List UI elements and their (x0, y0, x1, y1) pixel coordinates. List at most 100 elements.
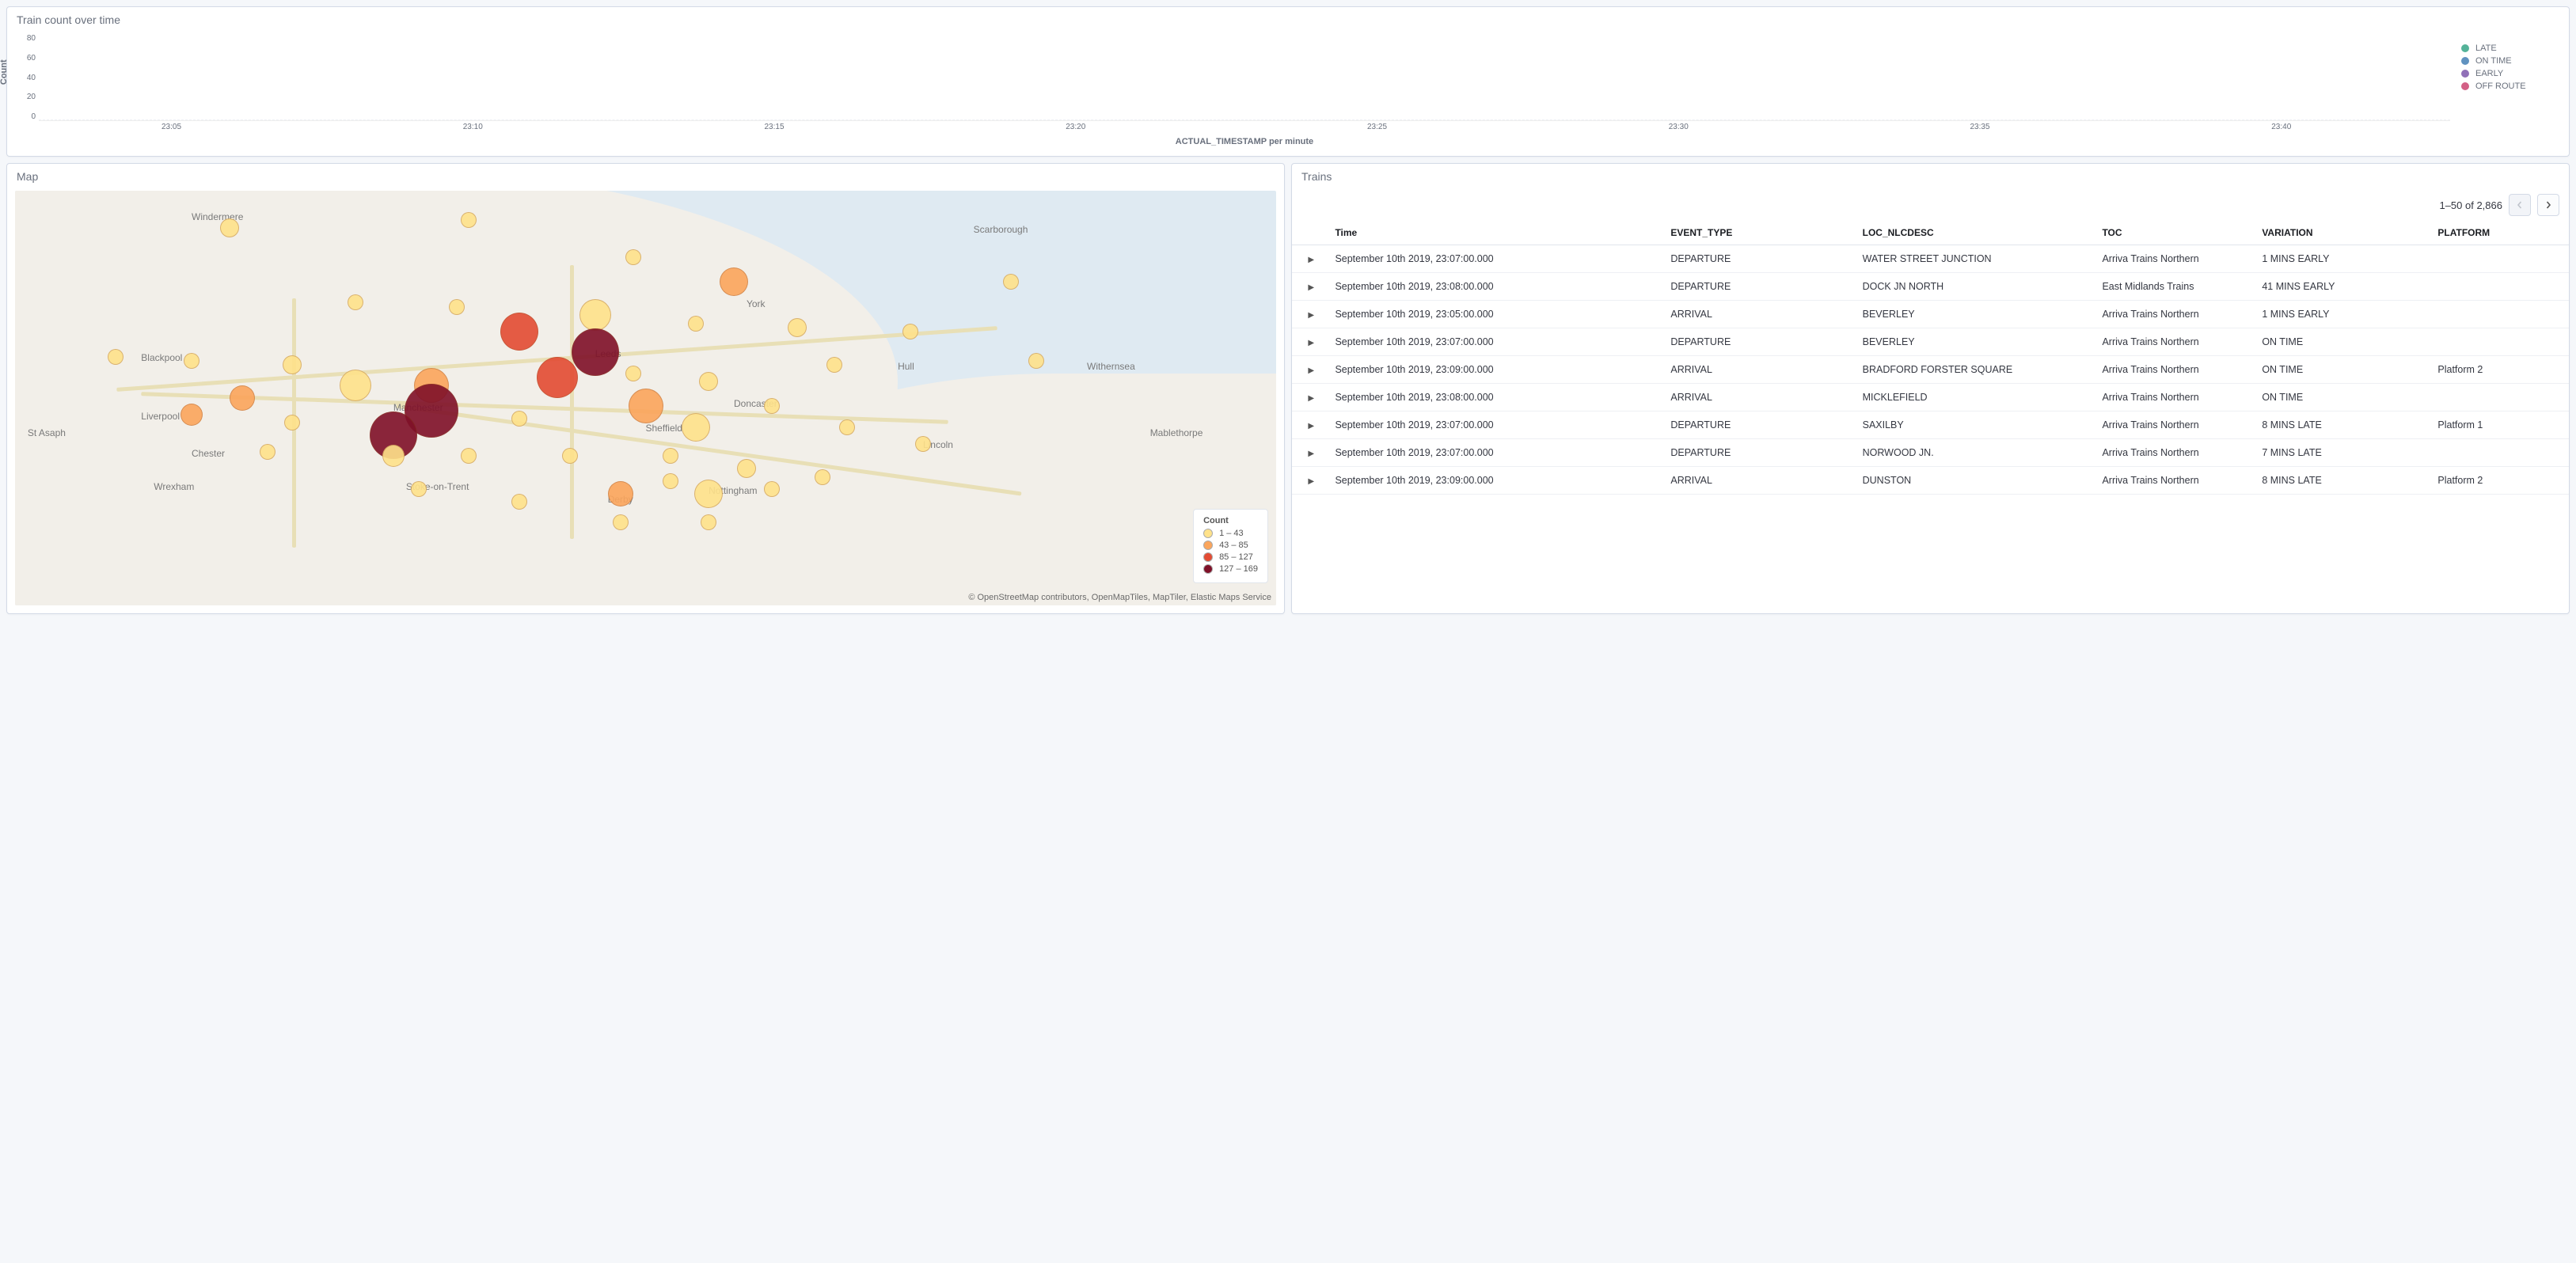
expand-row-button[interactable]: ▶ (1292, 328, 1330, 356)
map-bubble[interactable] (283, 355, 302, 374)
map-bubble[interactable] (688, 316, 704, 332)
table-row[interactable]: ▶September 10th 2019, 23:05:00.000ARRIVA… (1292, 301, 2569, 328)
map-bubble[interactable] (348, 294, 363, 310)
map-bubble[interactable] (184, 353, 199, 369)
map-bubble[interactable] (764, 481, 780, 497)
map-bubble[interactable] (682, 413, 710, 442)
y-tick: 80 (27, 34, 36, 43)
map-bubble[interactable] (1028, 353, 1044, 369)
map-bubble[interactable] (613, 514, 629, 530)
map-bubble[interactable] (284, 415, 300, 430)
map-bubble[interactable] (230, 385, 255, 411)
legend-item[interactable]: LATE (2461, 44, 2561, 53)
map-bubble[interactable] (663, 473, 678, 489)
legend-item[interactable]: EARLY (2461, 69, 2561, 78)
expand-row-button[interactable]: ▶ (1292, 245, 1330, 273)
caret-right-icon: ▶ (1308, 449, 1314, 458)
map-bubble[interactable] (260, 444, 275, 460)
map-bubble[interactable] (108, 349, 123, 365)
expand-row-button[interactable]: ▶ (1292, 301, 1330, 328)
column-header[interactable]: LOC_NLCDESC (1858, 221, 2098, 245)
map-bubble[interactable] (608, 481, 633, 506)
prev-page-button[interactable] (2509, 194, 2531, 216)
column-header[interactable]: PLATFORM (2433, 221, 2569, 245)
expand-row-button[interactable]: ▶ (1292, 439, 1330, 467)
map-bubble[interactable] (826, 357, 842, 373)
legend-label: LATE (2475, 44, 2497, 53)
cell-toc: Arriva Trains Northern (2097, 439, 2257, 467)
map-bubble[interactable] (902, 324, 918, 339)
table-row[interactable]: ▶September 10th 2019, 23:09:00.000ARRIVA… (1292, 356, 2569, 384)
map-bubble[interactable] (411, 481, 427, 497)
table-row[interactable]: ▶September 10th 2019, 23:07:00.000DEPART… (1292, 439, 2569, 467)
city-label: Scarborough (974, 224, 1028, 235)
chart-area: Count 806040200 23:0523:1023:1523:2023:2… (7, 29, 2569, 156)
map-bubble[interactable] (579, 299, 611, 331)
next-page-button[interactable] (2537, 194, 2559, 216)
cell-toc: Arriva Trains Northern (2097, 467, 2257, 495)
cell-var: ON TIME (2257, 384, 2433, 412)
chart-x-label: ACTUAL_TIMESTAMP per minute (39, 137, 2450, 146)
expand-row-button[interactable]: ▶ (1292, 384, 1330, 412)
map-bubble[interactable] (915, 436, 931, 452)
map-bubble[interactable] (449, 299, 465, 315)
map-bubble[interactable] (764, 398, 780, 414)
expand-row-button[interactable]: ▶ (1292, 467, 1330, 495)
map-bubble[interactable] (701, 514, 716, 530)
map-legend-label: 127 – 169 (1219, 564, 1258, 574)
caret-right-icon: ▶ (1308, 366, 1314, 375)
map-bubble[interactable] (815, 469, 830, 485)
legend-item[interactable]: ON TIME (2461, 56, 2561, 66)
map-bubble[interactable] (663, 448, 678, 464)
cell-event: DEPARTURE (1666, 245, 1857, 273)
column-header[interactable]: Time (1330, 221, 1666, 245)
y-tick: 60 (27, 54, 36, 63)
legend-item[interactable]: OFF ROUTE (2461, 82, 2561, 91)
table-row[interactable]: ▶September 10th 2019, 23:09:00.000ARRIVA… (1292, 467, 2569, 495)
column-header[interactable]: EVENT_TYPE (1666, 221, 1857, 245)
map-legend-label: 85 – 127 (1219, 552, 1253, 562)
map-bubble[interactable] (511, 494, 527, 510)
map-bubble[interactable] (1003, 274, 1019, 290)
map-bubble[interactable] (382, 445, 405, 467)
legend-swatch (2461, 82, 2469, 90)
map-bubble[interactable] (500, 313, 538, 351)
chart-legend: LATE ON TIME EARLY OFF ROUTE (2450, 34, 2561, 151)
city-label: Wrexham (154, 481, 194, 492)
table-row[interactable]: ▶September 10th 2019, 23:08:00.000DEPART… (1292, 273, 2569, 301)
map-bubble[interactable] (839, 419, 855, 435)
expand-row-button[interactable]: ▶ (1292, 356, 1330, 384)
cell-toc: Arriva Trains Northern (2097, 356, 2257, 384)
map-bubble[interactable] (340, 370, 371, 401)
table-row[interactable]: ▶September 10th 2019, 23:08:00.000ARRIVA… (1292, 384, 2569, 412)
map-bubble[interactable] (694, 480, 723, 508)
map-bubble[interactable] (220, 218, 239, 237)
map-bubble[interactable] (737, 459, 756, 478)
column-header[interactable]: TOC (2097, 221, 2257, 245)
x-tick: 23:30 (1669, 123, 1689, 131)
map-bubble[interactable] (511, 411, 527, 427)
expand-row-button[interactable]: ▶ (1292, 273, 1330, 301)
table-row[interactable]: ▶September 10th 2019, 23:07:00.000DEPART… (1292, 245, 2569, 273)
map-bubble[interactable] (537, 357, 578, 398)
map-bubble[interactable] (629, 389, 663, 423)
map-bubble[interactable] (461, 448, 477, 464)
expand-row-button[interactable]: ▶ (1292, 412, 1330, 439)
table-row[interactable]: ▶September 10th 2019, 23:07:00.000DEPART… (1292, 328, 2569, 356)
x-tick: 23:10 (463, 123, 483, 131)
map-bubble[interactable] (625, 366, 641, 381)
map-bubble[interactable] (572, 328, 619, 376)
map-canvas[interactable]: Count 1 – 4343 – 8585 – 127127 – 169 © O… (15, 191, 1276, 605)
map-bubble[interactable] (720, 267, 748, 296)
map-bubble[interactable] (461, 212, 477, 228)
map-bubble[interactable] (625, 249, 641, 265)
cell-loc: BRADFORD FORSTER SQUARE (1858, 356, 2098, 384)
map-bubble[interactable] (788, 318, 807, 337)
cell-var: 7 MINS LATE (2257, 439, 2433, 467)
column-header[interactable]: VARIATION (2257, 221, 2433, 245)
cell-loc: BEVERLEY (1858, 301, 2098, 328)
map-bubble[interactable] (180, 404, 203, 426)
table-row[interactable]: ▶September 10th 2019, 23:07:00.000DEPART… (1292, 412, 2569, 439)
map-bubble[interactable] (562, 448, 578, 464)
map-bubble[interactable] (699, 372, 718, 391)
